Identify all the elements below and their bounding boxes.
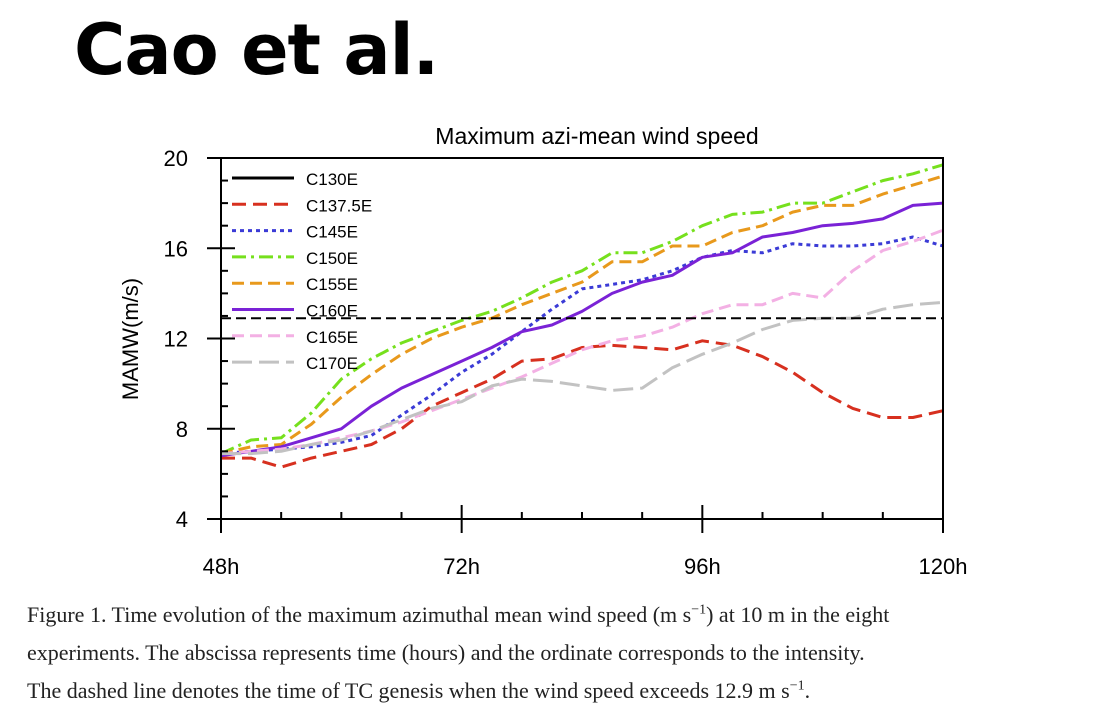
legend-label-c137-5e: C137.5E [306,196,372,215]
caption-line3-end: . [804,678,811,703]
legend-label-c165e: C165E [306,328,358,347]
chart-title: Maximum azi-mean wind speed [435,123,758,149]
caption-line3-superscript: −1 [789,678,805,694]
caption-line1-end: ) at 10 m in the eight [706,602,890,627]
legend: C130E C137.5E C145E C150E C155E C160E C165E C17… [232,170,372,373]
legend-label-c130e: C130E [306,170,358,189]
y-tick-label: 8 [176,417,188,442]
legend-label-c150e: C150E [306,249,358,268]
x-tick-label: 48h [203,554,240,579]
series-line-c137-5e [221,339,944,469]
caption-line3-start: The dashed line denotes the time of TC g… [27,678,790,703]
y-tick-label: 16 [164,236,188,261]
series-line-c150e [220,163,944,455]
x-tick-label: 120h [919,554,968,579]
legend-label-c170e: C170E [306,354,358,373]
y-tick-label: 12 [164,327,188,352]
y-tick-label: 20 [164,146,188,171]
figure-caption: Figure 1. Time evolution of the maximum … [27,596,1082,710]
series-line-c145e [220,235,944,456]
legend-label-c145e: C145E [306,223,358,242]
x-axis: 48h 72h 96h 120h [203,505,968,579]
x-tick-label: 72h [443,554,480,579]
y-tick-label: 4 [176,507,188,532]
caption-line2: experiments. The abscissa represents tim… [27,640,865,665]
y-axis: 4 8 12 16 20 [164,146,235,532]
wind-speed-chart: Maximum azi-mean wind speed MAMW(m/s) C1… [118,123,968,579]
series-line-c155e [220,174,944,456]
series-line-c165e [220,228,944,456]
series-line-c160e [220,201,944,458]
legend-label-c155e: C155E [306,275,358,294]
y-axis-label: MAMW(m/s) [118,278,143,400]
plot-series [220,163,944,469]
x-tick-label: 96h [684,554,721,579]
caption-line1-superscript: −1 [691,602,707,618]
caption-line1-start: Figure 1. Time evolution of the maximum … [27,602,692,627]
slide-heading: Cao et al. [74,9,439,91]
legend-label-c160e: C160E [306,302,358,321]
